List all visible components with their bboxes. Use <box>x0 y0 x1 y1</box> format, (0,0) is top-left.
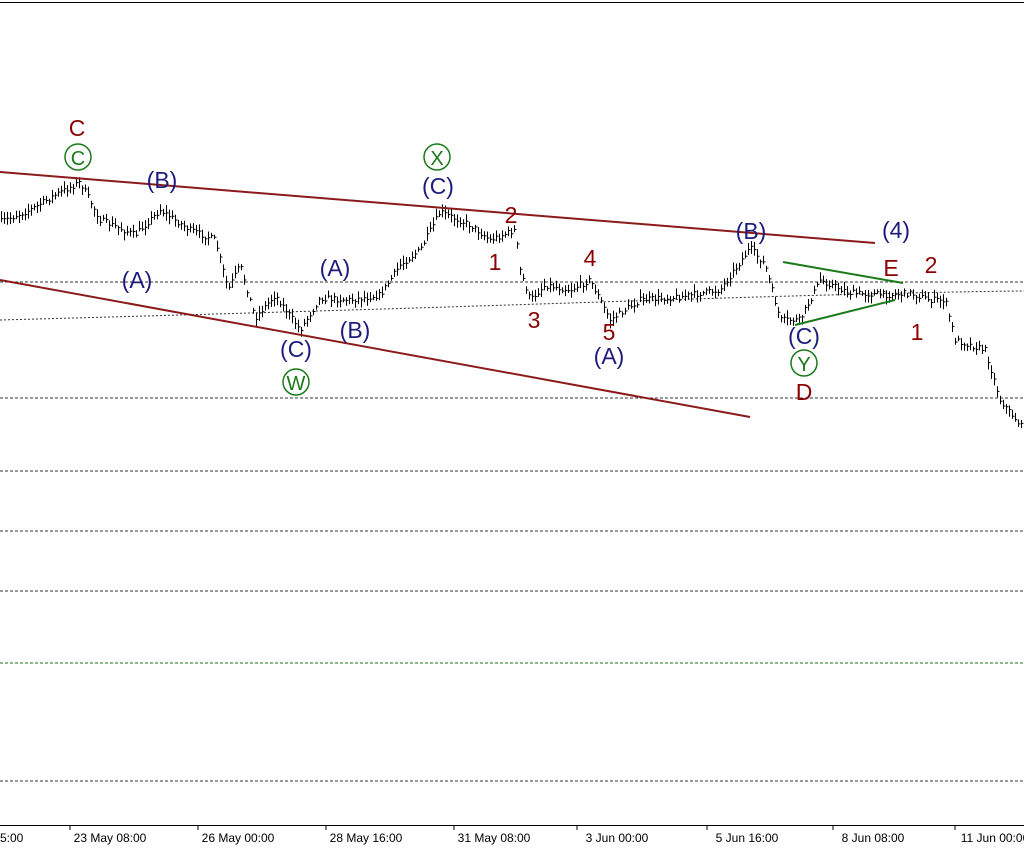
wave-label: (B) <box>340 317 371 343</box>
x-tick-label: 28 May 16:00 <box>330 831 403 845</box>
trend-line <box>0 279 751 418</box>
wave-label: 4 <box>584 245 597 271</box>
x-tick-label: 5:00 <box>0 831 24 845</box>
x-tick-label: 3 Jun 00:00 <box>586 831 649 845</box>
wave-circle <box>282 368 310 396</box>
x-axis: 5:00 23 May 08:00 26 May 00:00 28 May 16:00… <box>0 825 1024 845</box>
wave-label: (A) <box>320 255 351 281</box>
wave-label: (C) <box>422 173 454 199</box>
wave-label: 3 <box>528 307 541 333</box>
wave-label: D <box>796 379 813 405</box>
x-tick-label: 5 Jun 16:00 <box>716 831 779 845</box>
wave-label: Y <box>797 354 810 376</box>
x-tick-label: 23 May 08:00 <box>74 831 147 845</box>
triangle-line <box>782 261 904 284</box>
wave-label: W <box>287 373 306 395</box>
wave-label: (B) <box>736 218 767 244</box>
price-bar <box>1 177 1024 429</box>
price-bars <box>1 177 1024 429</box>
wave-label: (C) <box>788 323 820 349</box>
triangle-line <box>794 299 896 326</box>
x-tick-label: 11 Jun 00:00 <box>961 831 1024 845</box>
wave-label: E <box>883 255 898 281</box>
x-tick-label: 31 May 08:00 <box>458 831 531 845</box>
wave-label: 1 <box>489 249 502 275</box>
wave-label: 2 <box>505 202 518 228</box>
wave-label: C <box>71 148 85 170</box>
wave-label: 2 <box>925 252 938 278</box>
x-tick-label: 8 Jun 08:00 <box>842 831 905 845</box>
x-tick-label: 26 May 00:00 <box>202 831 275 845</box>
wave-label: X <box>430 148 443 170</box>
wave-label: (C) <box>280 336 312 362</box>
wave-label: (A) <box>122 267 153 293</box>
wave-circle <box>423 143 451 171</box>
wave-label: 1 <box>911 319 924 345</box>
wave-circle <box>64 143 92 171</box>
trend-line <box>0 171 876 244</box>
moving-average <box>0 290 1024 321</box>
wave-label: 5 <box>603 319 616 345</box>
wave-label: (4) <box>882 217 910 243</box>
wave-label: (A) <box>594 343 625 369</box>
wave-circle <box>790 349 818 377</box>
wave-label: (B) <box>147 167 178 193</box>
wave-label: C <box>69 115 86 141</box>
